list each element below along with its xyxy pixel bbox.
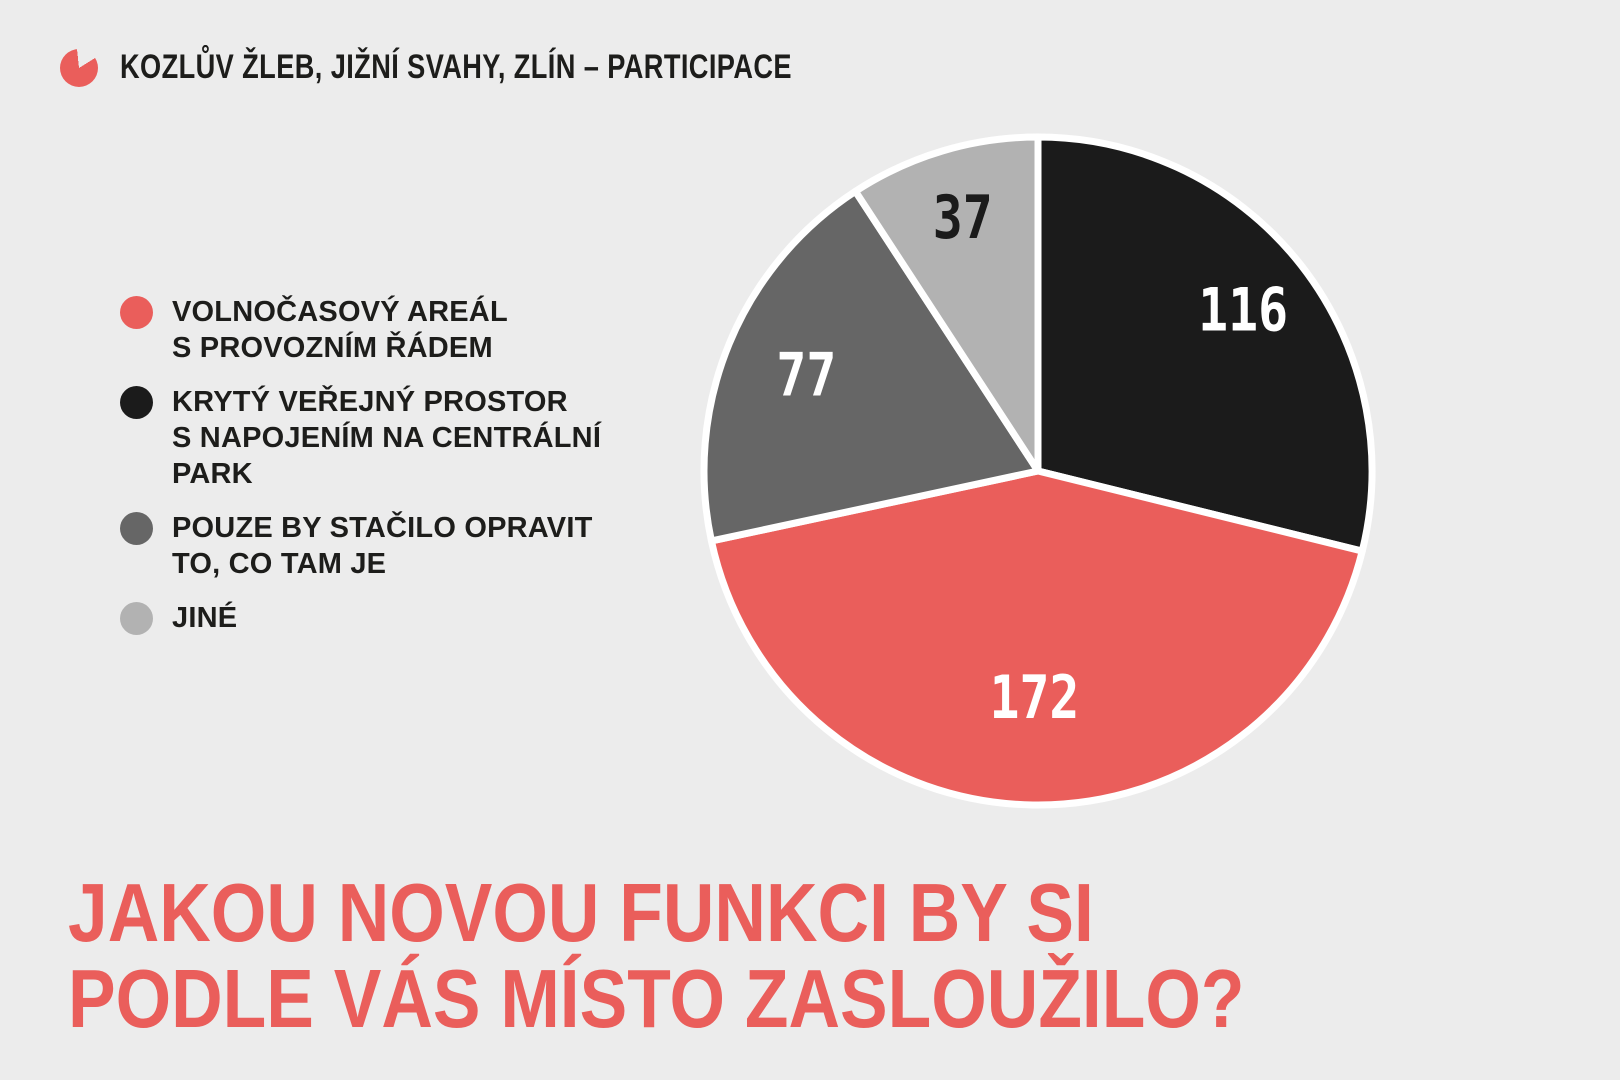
legend-dot-icon [120, 512, 153, 545]
pie-slice-value: 77 [776, 341, 836, 411]
pie-slice-value: 37 [933, 183, 993, 253]
legend-item: KRYTÝ VEŘEJNÝ PROSTOR S NAPOJENÍM NA CEN… [120, 384, 601, 492]
pie-slice-37 [851, 133, 1042, 475]
legend-item: POUZE BY STAČILO OPRAVIT TO, CO TAM JE [120, 510, 601, 582]
pie-slice-172 [707, 467, 1366, 809]
legend-item-label: KRYTÝ VEŘEJNÝ PROSTOR S NAPOJENÍM NA CEN… [172, 386, 602, 490]
legend-dot-icon [120, 602, 153, 635]
legend-item-label: JINÉ [172, 602, 238, 634]
chart-legend: VOLNOČASOVÝ AREÁL S PROVOZNÍM ŘÁDEM KRYT… [120, 294, 601, 636]
legend-item: VOLNOČASOVÝ AREÁL S PROVOZNÍM ŘÁDEM [120, 294, 601, 366]
pie-chart: 116 172 77 37 [700, 133, 1376, 809]
headline-question: JAKOU NOVOU FUNKCI BY SI PODLE VÁS MÍSTO… [68, 866, 1245, 1045]
pie-slice-116 [1034, 133, 1376, 555]
legend-item-label: POUZE BY STAČILO OPRAVIT TO, CO TAM JE [172, 512, 593, 580]
pie-chart-logo-icon [60, 49, 98, 87]
pie-slice-77 [700, 187, 1042, 545]
legend-dot-icon [120, 296, 153, 329]
header: KOZLŮV ŽLEB, JIŽNÍ SVAHY, ZLÍN – PARTICI… [60, 47, 960, 87]
legend-item: JINÉ [120, 600, 601, 636]
pie-slice-value: 116 [1198, 275, 1288, 345]
legend-dot-icon [120, 386, 153, 419]
page-title: KOZLŮV ŽLEB, JIŽNÍ SVAHY, ZLÍN – PARTICI… [120, 47, 792, 86]
pie-slice-value: 172 [989, 663, 1079, 733]
legend-item-label: VOLNOČASOVÝ AREÁL S PROVOZNÍM ŘÁDEM [172, 296, 508, 364]
